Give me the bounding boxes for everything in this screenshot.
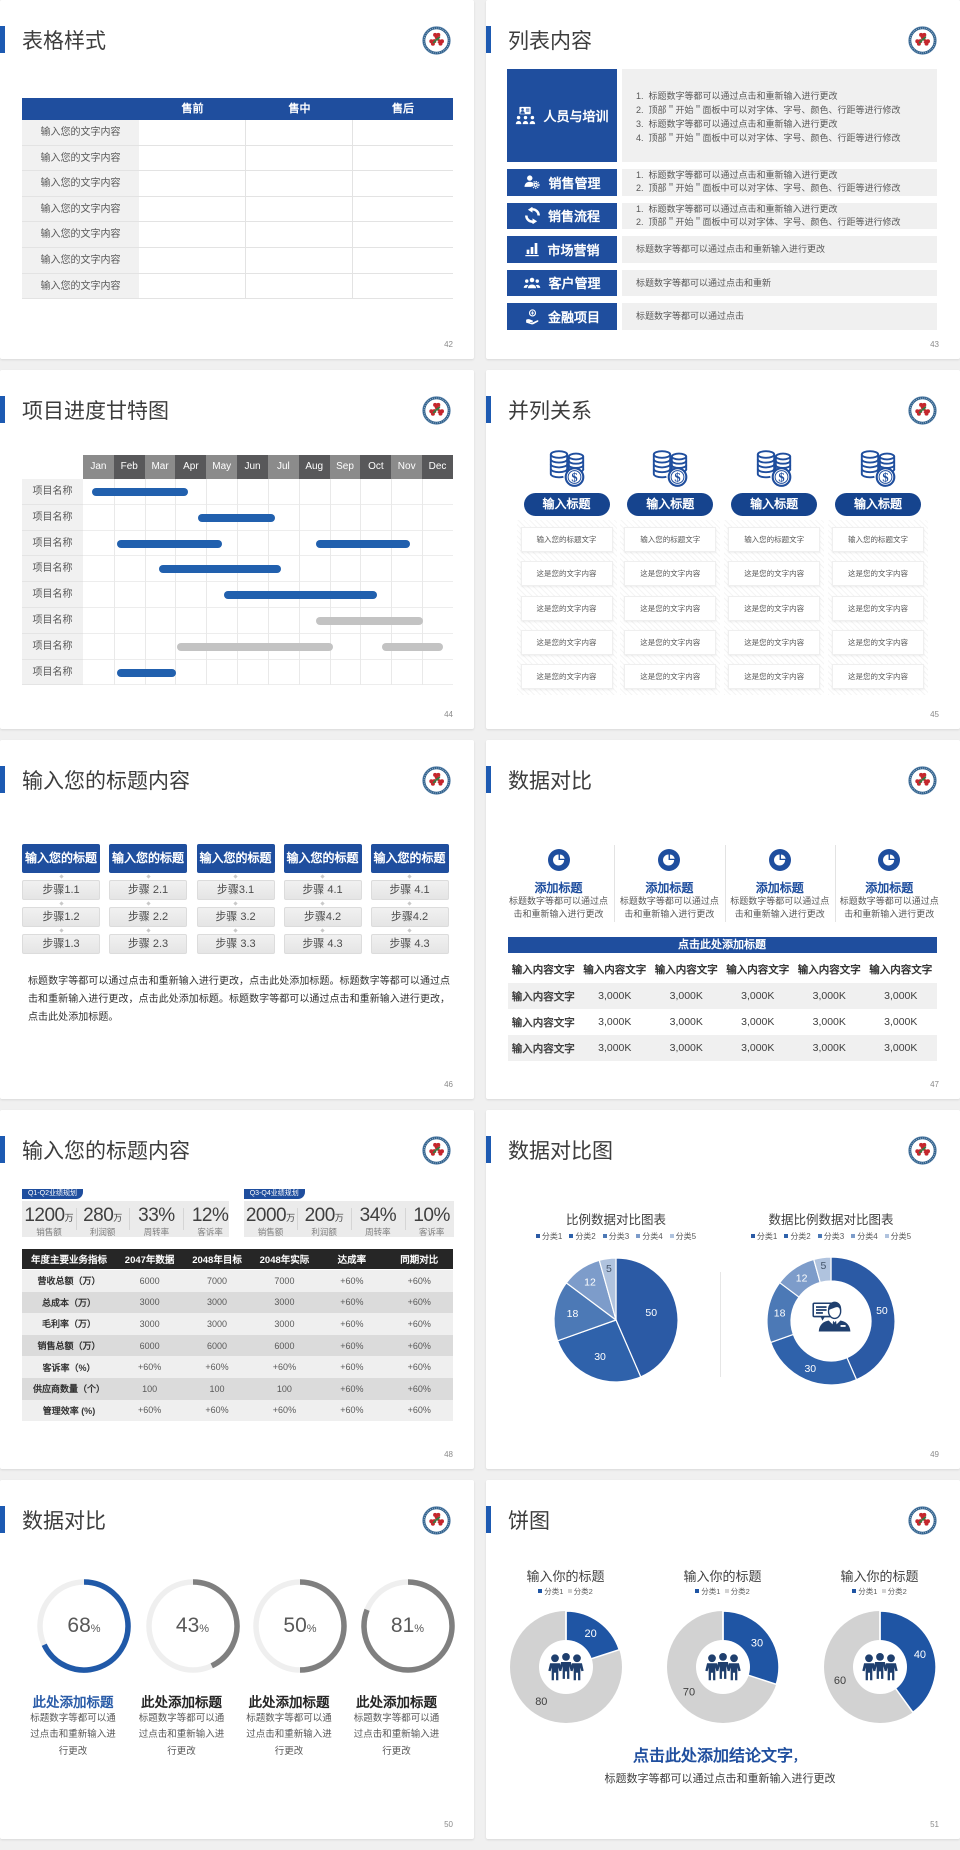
svg-text:30: 30: [594, 1351, 606, 1363]
svg-text:5: 5: [820, 1260, 826, 1272]
svg-text:12: 12: [584, 1277, 596, 1289]
svg-text:40: 40: [913, 1649, 925, 1661]
svg-text:50: 50: [876, 1305, 888, 1317]
svg-text:30: 30: [804, 1363, 816, 1375]
svg-text:20: 20: [584, 1628, 596, 1640]
svg-text:18: 18: [774, 1308, 786, 1320]
svg-text:$: $: [571, 471, 577, 485]
svg-text:70: 70: [682, 1687, 694, 1699]
svg-text:$: $: [675, 471, 681, 485]
svg-text:12: 12: [796, 1273, 808, 1285]
svg-text:60: 60: [833, 1675, 845, 1687]
svg-text:5: 5: [606, 1263, 612, 1275]
svg-text:80: 80: [535, 1696, 547, 1708]
svg-text:$: $: [779, 471, 785, 485]
svg-text:18: 18: [567, 1308, 579, 1320]
svg-text:$: $: [882, 471, 888, 485]
svg-text:30: 30: [750, 1637, 762, 1649]
svg-text:50: 50: [645, 1307, 657, 1319]
